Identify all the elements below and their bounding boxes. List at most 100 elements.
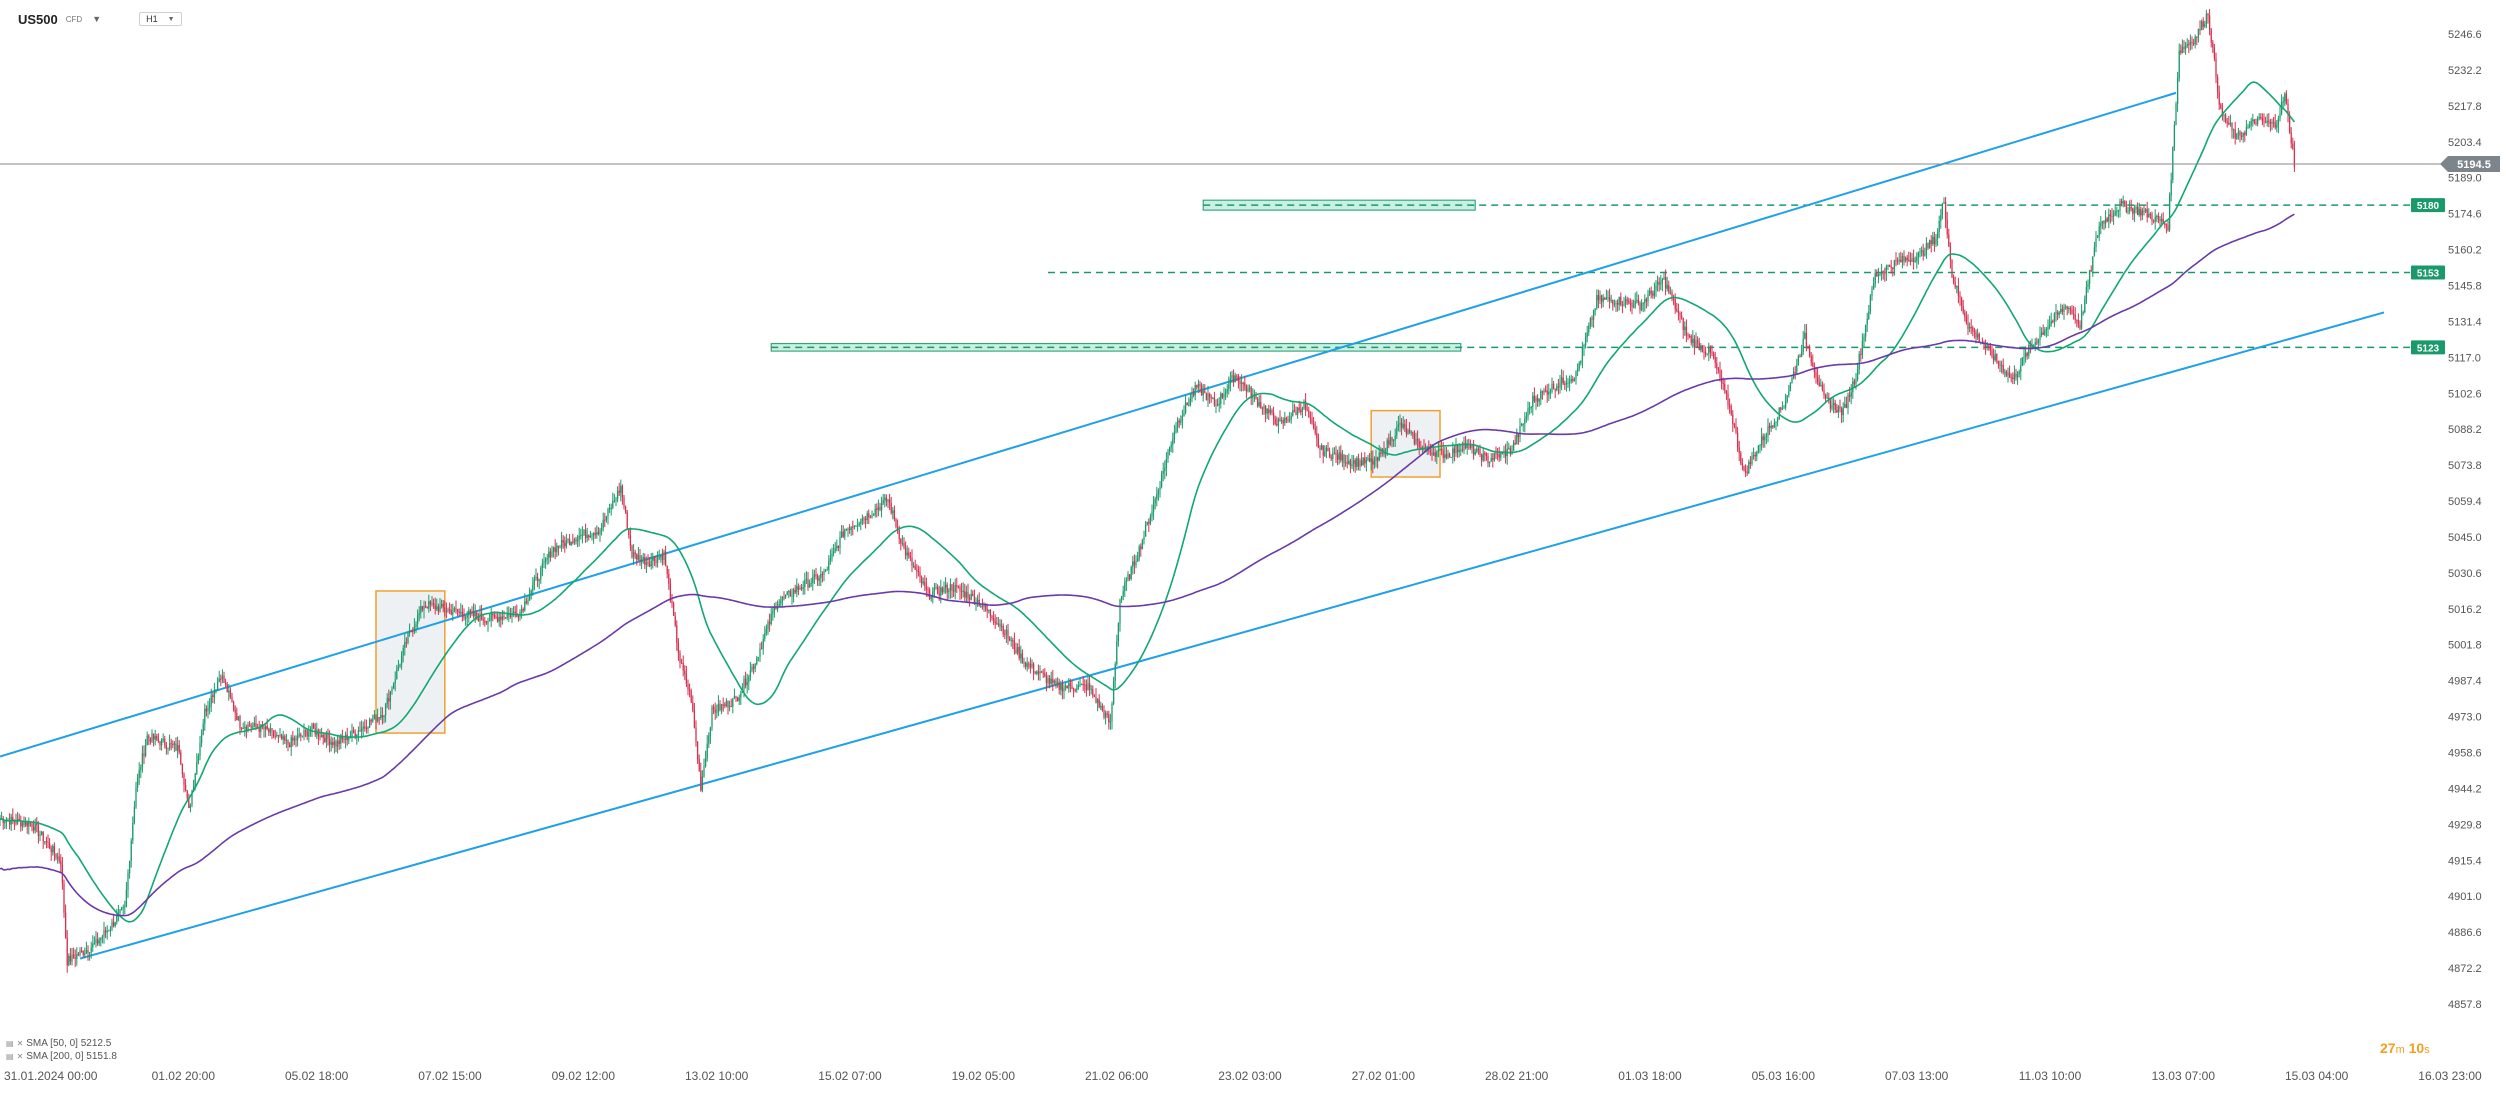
- level-label: 5153: [2417, 269, 2440, 280]
- candle-body: [674, 615, 676, 626]
- symbol-name[interactable]: US500: [18, 11, 58, 27]
- candle-body: [2274, 122, 2276, 128]
- candle-body: [623, 497, 625, 507]
- candle-body: [1568, 381, 1571, 383]
- candle-body: [2119, 200, 2121, 211]
- candle-body: [1901, 255, 1904, 263]
- settings-icon[interactable]: ▤: [6, 1052, 14, 1061]
- candle-body: [1624, 299, 1627, 305]
- legend-item-sma200[interactable]: ▤ ✕ SMA [200, 0] 5151.8: [6, 1050, 117, 1063]
- candle-body: [1282, 420, 1284, 424]
- candle-body: [583, 530, 585, 535]
- close-icon[interactable]: ✕: [16, 1039, 24, 1048]
- candle-body: [1644, 299, 1646, 303]
- candle-body: [2047, 326, 2049, 330]
- candle-body: [1232, 375, 1235, 383]
- candle-body: [1959, 295, 1961, 298]
- candle-body: [1858, 354, 1860, 370]
- candle-body: [2261, 117, 2264, 122]
- y-tick-label: 5160.2: [2448, 245, 2482, 257]
- candle-body: [1597, 295, 1600, 301]
- candle-body: [1863, 336, 1865, 341]
- y-tick-label: 5203.4: [2448, 137, 2482, 149]
- candle-body: [840, 531, 843, 537]
- candle-body: [2175, 103, 2177, 125]
- candle-body: [21, 822, 24, 827]
- candle-body: [1365, 459, 1368, 464]
- candle-body: [2045, 329, 2048, 331]
- candle-body: [104, 930, 107, 933]
- close-icon[interactable]: ✕: [16, 1052, 24, 1061]
- candle-body: [1860, 354, 1862, 356]
- candle-body: [616, 490, 619, 500]
- timeframe-select[interactable]: H1 ▼: [139, 12, 182, 26]
- candle-body: [941, 587, 944, 593]
- candle-body: [1162, 470, 1164, 474]
- candle-body: [410, 630, 412, 632]
- candle-body: [77, 954, 80, 956]
- candle-body: [2138, 208, 2140, 216]
- candle-body: [1191, 393, 1193, 400]
- candle-body: [1733, 423, 1736, 426]
- candle-body: [370, 719, 372, 722]
- candle-body: [106, 930, 108, 933]
- candle-body: [1661, 279, 1664, 284]
- candle-body: [2247, 126, 2249, 128]
- candle-body: [232, 701, 235, 710]
- candle-body: [186, 790, 188, 798]
- candle-body: [1300, 410, 1302, 413]
- countdown-seconds-unit: s: [2424, 1044, 2430, 1056]
- candle-body: [280, 734, 283, 740]
- candle-body: [2255, 122, 2257, 125]
- candle-body: [2269, 122, 2272, 124]
- candle-body: [1090, 689, 1092, 691]
- candle-body: [1541, 391, 1544, 393]
- candle-body: [728, 706, 731, 708]
- time-axis[interactable]: 31.01.2024 00:00 01.02 20:00 05.02 18:00 07…: [4, 1069, 2482, 1083]
- candle-body: [533, 579, 536, 586]
- candle-body: [2092, 256, 2094, 271]
- candle-body: [1056, 682, 1059, 685]
- candle-body: [1130, 566, 1132, 580]
- candle-body: [800, 587, 803, 589]
- candle-body: [2020, 365, 2022, 372]
- candle-body: [1674, 299, 1676, 310]
- candle-body: [996, 623, 998, 625]
- candle-body: [111, 921, 113, 929]
- candle-body: [1637, 299, 1640, 303]
- candle-body: [1005, 629, 1008, 635]
- candle-body: [2272, 121, 2275, 123]
- candle-body: [1349, 460, 1352, 467]
- candle-body: [396, 669, 398, 680]
- candle-body: [44, 841, 46, 843]
- candle-body: [679, 652, 681, 663]
- candle-body: [991, 615, 993, 619]
- candle-body: [823, 571, 825, 575]
- candle-body: [1688, 336, 1691, 338]
- candle-body: [144, 745, 147, 756]
- candle-body: [156, 735, 158, 740]
- candle-body: [1308, 410, 1310, 418]
- candle-body: [666, 565, 668, 574]
- legend-label: SMA [50, 0] 5212.5: [26, 1038, 112, 1049]
- candle-body: [69, 955, 72, 962]
- candle-body: [2224, 114, 2227, 122]
- candle-body: [612, 500, 614, 509]
- candle-body: [1100, 705, 1102, 708]
- x-tick-label: 23.02 03:00: [1218, 1069, 1282, 1083]
- candle-body: [1445, 454, 1448, 458]
- price-axis[interactable]: 5246.6 5232.2 5217.8 5203.4 5189.0 5174.6 5160…: [2448, 0, 2506, 1093]
- candle-body: [92, 943, 94, 948]
- x-tick-label: 19.02 05:00: [952, 1069, 1016, 1083]
- candle-body: [2173, 124, 2176, 148]
- candle-body: [1879, 274, 1881, 276]
- chevron-down-icon[interactable]: ▼: [92, 14, 102, 24]
- candle-body: [8, 820, 11, 825]
- settings-icon[interactable]: ▤: [6, 1039, 14, 1048]
- candle-body: [207, 707, 209, 712]
- candle-body: [1332, 453, 1334, 459]
- legend-item-sma50[interactable]: ▤ ✕ SMA [50, 0] 5212.5: [6, 1037, 117, 1050]
- y-tick-label: 4857.8: [2448, 999, 2482, 1011]
- candle-body: [720, 704, 723, 711]
